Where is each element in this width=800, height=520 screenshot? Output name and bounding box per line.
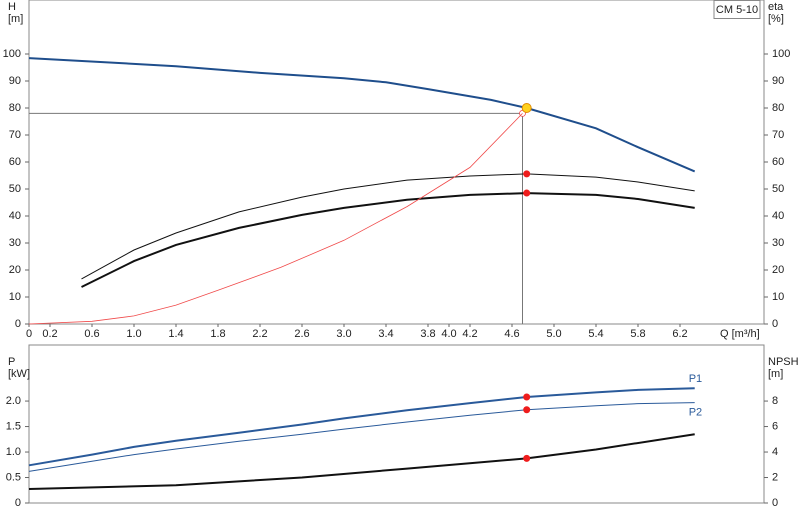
x-tick-label: 5.4	[588, 328, 603, 340]
operating-point	[523, 454, 531, 462]
y-tick-label: 70	[9, 129, 21, 141]
x-tick-label: 4.2	[462, 328, 477, 340]
x-tick-label: 0.2	[42, 328, 57, 340]
operating-point	[523, 406, 531, 414]
y-tick-label: 50	[9, 183, 21, 195]
y2-tick-label: 6	[772, 420, 778, 432]
y2-axis-label: [%]	[768, 13, 784, 25]
x-tick-label: 0	[26, 328, 32, 340]
curve-label: P2	[689, 406, 702, 418]
y2-tick-label: 8	[772, 395, 778, 407]
operating-point	[523, 170, 531, 178]
y2-tick-label: 100	[772, 48, 790, 60]
y-axis-label: [m]	[8, 13, 23, 25]
x-tick-label: 1.4	[168, 328, 183, 340]
curve	[28, 387, 695, 467]
y2-tick-label: 60	[772, 156, 784, 168]
y2-tick-label: 0	[772, 497, 778, 509]
x-tick-label: 1.8	[210, 328, 225, 340]
x-tick-label: 0.6	[84, 328, 99, 340]
x-tick-label: 3.0	[336, 328, 351, 340]
y-tick-label: 2.0	[6, 395, 21, 407]
curve	[28, 57, 696, 173]
x-axis-label: Q [m³/h]	[720, 328, 760, 340]
x-tick-label: 4.6	[504, 328, 519, 340]
y2-tick-label: 40	[772, 210, 784, 222]
curve	[28, 433, 695, 490]
y2-tick-label: 20	[772, 264, 784, 276]
y2-tick-label: 2	[772, 471, 778, 483]
operating-point	[523, 189, 531, 197]
model-label: CM 5-10	[716, 4, 758, 16]
y2-axis-label: [m]	[768, 368, 783, 380]
y-axis-label: [kW]	[8, 368, 30, 380]
y2-axis-label: eta	[768, 1, 784, 13]
y-tick-label: 0.5	[6, 471, 21, 483]
x-tick-label: 2.2	[252, 328, 267, 340]
plot-frame	[28, 0, 765, 325]
x-tick-label: 3.4	[378, 328, 393, 340]
y-axis-label: H	[8, 1, 16, 13]
x-tick-label: 6.2	[672, 328, 687, 340]
y-tick-label: 1.5	[6, 420, 21, 432]
x-tick-label: 3.8	[420, 328, 435, 340]
plot-frame	[28, 344, 765, 504]
y-tick-label: 20	[9, 264, 21, 276]
y-tick-label: 0	[15, 497, 21, 509]
x-tick-label: 4.0	[441, 328, 456, 340]
x-tick-label: 5.0	[546, 328, 561, 340]
y2-tick-label: 90	[772, 75, 784, 87]
operating-point	[521, 103, 532, 113]
curve	[28, 402, 695, 472]
y2-axis-label: NPSH	[768, 356, 799, 368]
y2-tick-label: 4	[772, 446, 778, 458]
y2-tick-label: 70	[772, 129, 784, 141]
curve	[81, 173, 695, 280]
y-tick-label: 10	[9, 291, 21, 303]
curve	[28, 113, 523, 325]
y-tick-label: 40	[9, 210, 21, 222]
curve	[81, 192, 695, 288]
x-tick-label: 2.6	[294, 328, 309, 340]
x-tick-label: 1.0	[126, 328, 141, 340]
curve-label: P1	[689, 373, 702, 385]
y-tick-label: 80	[9, 102, 21, 114]
operating-point	[523, 393, 531, 401]
y2-tick-label: 80	[772, 102, 784, 114]
y-tick-label: 100	[3, 48, 21, 60]
y2-tick-label: 0	[772, 318, 778, 330]
y-axis-label: P	[8, 356, 15, 368]
model-box	[713, 0, 761, 19]
y2-tick-label: 10	[772, 291, 784, 303]
y2-tick-label: 30	[772, 237, 784, 249]
y-tick-label: 0	[15, 318, 21, 330]
y-tick-label: 30	[9, 237, 21, 249]
y-tick-label: 90	[9, 75, 21, 87]
y2-tick-label: 50	[772, 183, 784, 195]
x-tick-label: 5.8	[630, 328, 645, 340]
y-tick-label: 60	[9, 156, 21, 168]
y-tick-label: 1.0	[6, 446, 21, 458]
